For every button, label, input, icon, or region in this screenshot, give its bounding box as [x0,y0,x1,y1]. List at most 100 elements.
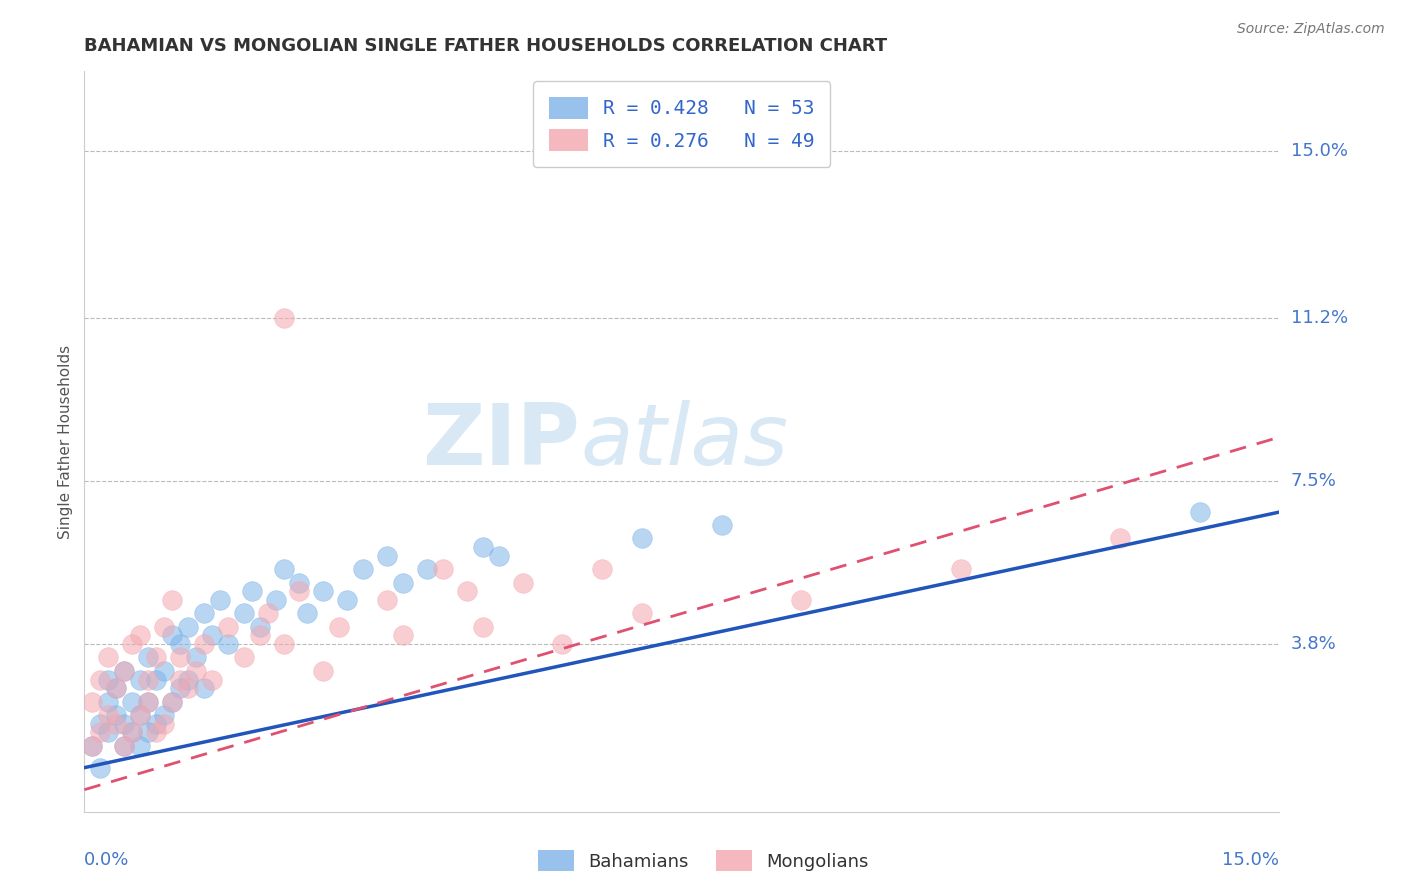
Point [89,716,111,731]
Point [256,607,278,621]
Point [249,619,271,633]
Point [631,607,654,621]
Point [97,673,120,687]
Point [121,725,143,739]
Point [297,607,319,621]
Point [169,650,191,665]
Text: BAHAMIAN VS MONGOLIAN SINGLE FATHER HOUSEHOLDS CORRELATION CHART: BAHAMIAN VS MONGOLIAN SINGLE FATHER HOUS… [84,37,887,54]
Point [136,673,159,687]
Point [471,619,494,633]
Point [82,739,104,753]
Point [89,761,111,775]
Point [208,593,231,607]
Point [129,707,152,722]
Point [177,681,200,696]
Point [352,562,374,576]
Point [89,673,111,687]
Point [121,725,143,739]
Point [160,694,183,708]
Point [201,673,224,687]
Point [432,562,454,576]
Point [160,593,183,607]
Legend: Bahamians, Mongolians: Bahamians, Mongolians [530,843,876,879]
Point [201,628,224,642]
Point [551,637,574,651]
Point [145,650,167,665]
Point [273,637,295,651]
Point [273,311,295,326]
Point [169,637,191,651]
Point [193,607,215,621]
Point [121,694,143,708]
Point [416,562,439,576]
Point [288,584,311,599]
Text: 15.0%: 15.0% [1222,851,1279,869]
Point [336,593,359,607]
Point [232,650,254,665]
Point [129,707,152,722]
Point [328,619,350,633]
Text: 11.2%: 11.2% [1291,310,1348,327]
Point [169,673,191,687]
Point [112,739,135,753]
Point [153,619,176,633]
Point [89,725,111,739]
Point [145,673,167,687]
Point [136,650,159,665]
Point [217,637,239,651]
Point [375,593,398,607]
Point [456,584,478,599]
Point [312,584,335,599]
Point [232,607,254,621]
Point [631,532,654,546]
Point [153,664,176,678]
Point [392,575,415,590]
Point [169,681,191,696]
Point [97,725,120,739]
Y-axis label: Single Father Households: Single Father Households [58,344,73,539]
Point [1188,505,1211,519]
Point [105,681,128,696]
Point [153,707,176,722]
Point [949,562,972,576]
Text: Source: ZipAtlas.com: Source: ZipAtlas.com [1237,22,1385,37]
Point [264,593,287,607]
Point [790,593,813,607]
Point [710,518,733,533]
Point [273,562,295,576]
Point [145,716,167,731]
Point [97,707,120,722]
Point [112,664,135,678]
Point [591,562,613,576]
Point [1109,532,1132,546]
Point [177,619,200,633]
Point [112,739,135,753]
Point [392,628,415,642]
Point [105,716,128,731]
Text: 15.0%: 15.0% [1291,142,1347,160]
Point [240,584,263,599]
Point [105,681,128,696]
Point [488,549,510,563]
Point [217,619,239,633]
Point [112,716,135,731]
Point [82,739,104,753]
Point [160,628,183,642]
Point [129,673,152,687]
Point [184,650,207,665]
Point [193,681,215,696]
Text: atlas: atlas [581,400,789,483]
Point [249,628,271,642]
Point [193,637,215,651]
Point [97,650,120,665]
Point [153,716,176,731]
Point [512,575,534,590]
Point [105,707,128,722]
Text: 3.8%: 3.8% [1291,635,1336,653]
Point [136,694,159,708]
Point [160,694,183,708]
Point [375,549,398,563]
Point [145,725,167,739]
Point [471,541,494,555]
Point [121,637,143,651]
